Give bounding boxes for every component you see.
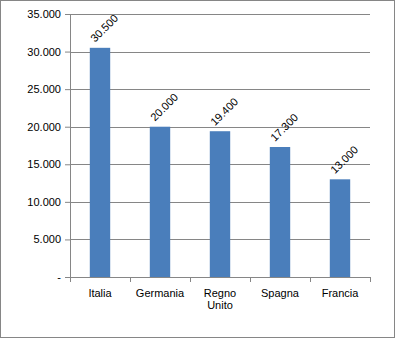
y-tick-label: 25.000 xyxy=(27,83,61,95)
x-tick-label: Spagna xyxy=(261,287,300,299)
grid xyxy=(70,15,370,278)
x-separator xyxy=(130,277,131,282)
y-tick-label: 20.000 xyxy=(27,121,61,133)
y-tick: - xyxy=(57,271,70,283)
y-tick: 20.000 xyxy=(27,121,70,133)
bars xyxy=(90,48,350,277)
grid-line xyxy=(70,52,370,53)
data-label: 20.000 xyxy=(148,91,180,123)
y-axis-line xyxy=(70,15,71,278)
y-tick-mark xyxy=(65,89,70,90)
x-tick: Francia xyxy=(322,277,360,299)
data-label: 30.500 xyxy=(88,12,120,44)
y-tick-mark xyxy=(65,277,70,278)
bar xyxy=(90,48,110,277)
x-axis: Italia Germania RegnoUnito Spagna Francia xyxy=(71,277,371,311)
y-tick-mark xyxy=(65,14,70,15)
y-tick: 30.000 xyxy=(27,46,70,58)
data-label: 19.400 xyxy=(208,95,240,127)
y-tick-mark xyxy=(65,239,70,240)
y-tick-mark xyxy=(65,127,70,128)
chart-container: - 5.000 10.000 15.000 20.000 25.000 30.000 35.0… xyxy=(0,0,395,338)
x-tick-label-line: Unito xyxy=(207,299,233,311)
y-tick-label: 30.000 xyxy=(27,46,61,58)
chart-svg: - 5.000 10.000 15.000 20.000 25.000 30.000 35.0… xyxy=(0,0,395,338)
x-separators xyxy=(71,277,371,282)
grid-line xyxy=(70,89,370,90)
bar xyxy=(210,131,230,277)
chart-border xyxy=(1,1,395,338)
y-tick: 5.000 xyxy=(33,233,70,245)
y-tick-label: 15.000 xyxy=(27,158,61,170)
y-tick-label: - xyxy=(57,271,61,283)
y-tick-label: 10.000 xyxy=(27,196,61,208)
x-tick: Spagna xyxy=(261,277,300,299)
x-tick-label: RegnoUnito xyxy=(204,287,236,312)
y-tick-mark xyxy=(65,202,70,203)
grid-line xyxy=(70,277,370,278)
y-tick-mark xyxy=(65,52,70,53)
x-separator xyxy=(370,277,371,282)
x-separator xyxy=(190,277,191,282)
data-label: 13.000 xyxy=(328,143,360,175)
bar xyxy=(330,179,350,277)
x-tick-label-line: Regno xyxy=(204,287,236,299)
grid-line xyxy=(70,14,370,15)
bar xyxy=(270,147,290,277)
x-axis-line xyxy=(71,277,371,278)
x-tick-label: Italia xyxy=(88,287,112,299)
y-tick: 35.000 xyxy=(27,8,70,20)
data-labels: 30.500 20.000 19.400 17.300 13.000 xyxy=(88,12,360,176)
y-tick: 25.000 xyxy=(27,83,70,95)
x-tick-label: Francia xyxy=(322,287,360,299)
y-tick-label: 5.000 xyxy=(33,233,61,245)
plot: - 5.000 10.000 15.000 20.000 25.000 30.000 35.0… xyxy=(27,8,370,311)
y-tick-label: 35.000 xyxy=(27,8,61,20)
x-tick: Germania xyxy=(136,277,185,299)
x-tick-label: Germania xyxy=(136,287,185,299)
grid-line xyxy=(70,127,370,128)
y-tick: 15.000 xyxy=(27,158,70,170)
data-label: 17.300 xyxy=(268,111,300,143)
y-tick-mark xyxy=(65,164,70,165)
x-separator xyxy=(250,277,251,282)
y-axis: - 5.000 10.000 15.000 20.000 25.000 30.000 35.0… xyxy=(27,8,70,283)
x-tick: Italia xyxy=(88,277,112,299)
x-tick: RegnoUnito xyxy=(204,277,236,311)
x-separator xyxy=(70,277,71,282)
y-tick: 10.000 xyxy=(27,196,70,208)
bar xyxy=(150,127,170,277)
x-separator xyxy=(310,277,311,282)
